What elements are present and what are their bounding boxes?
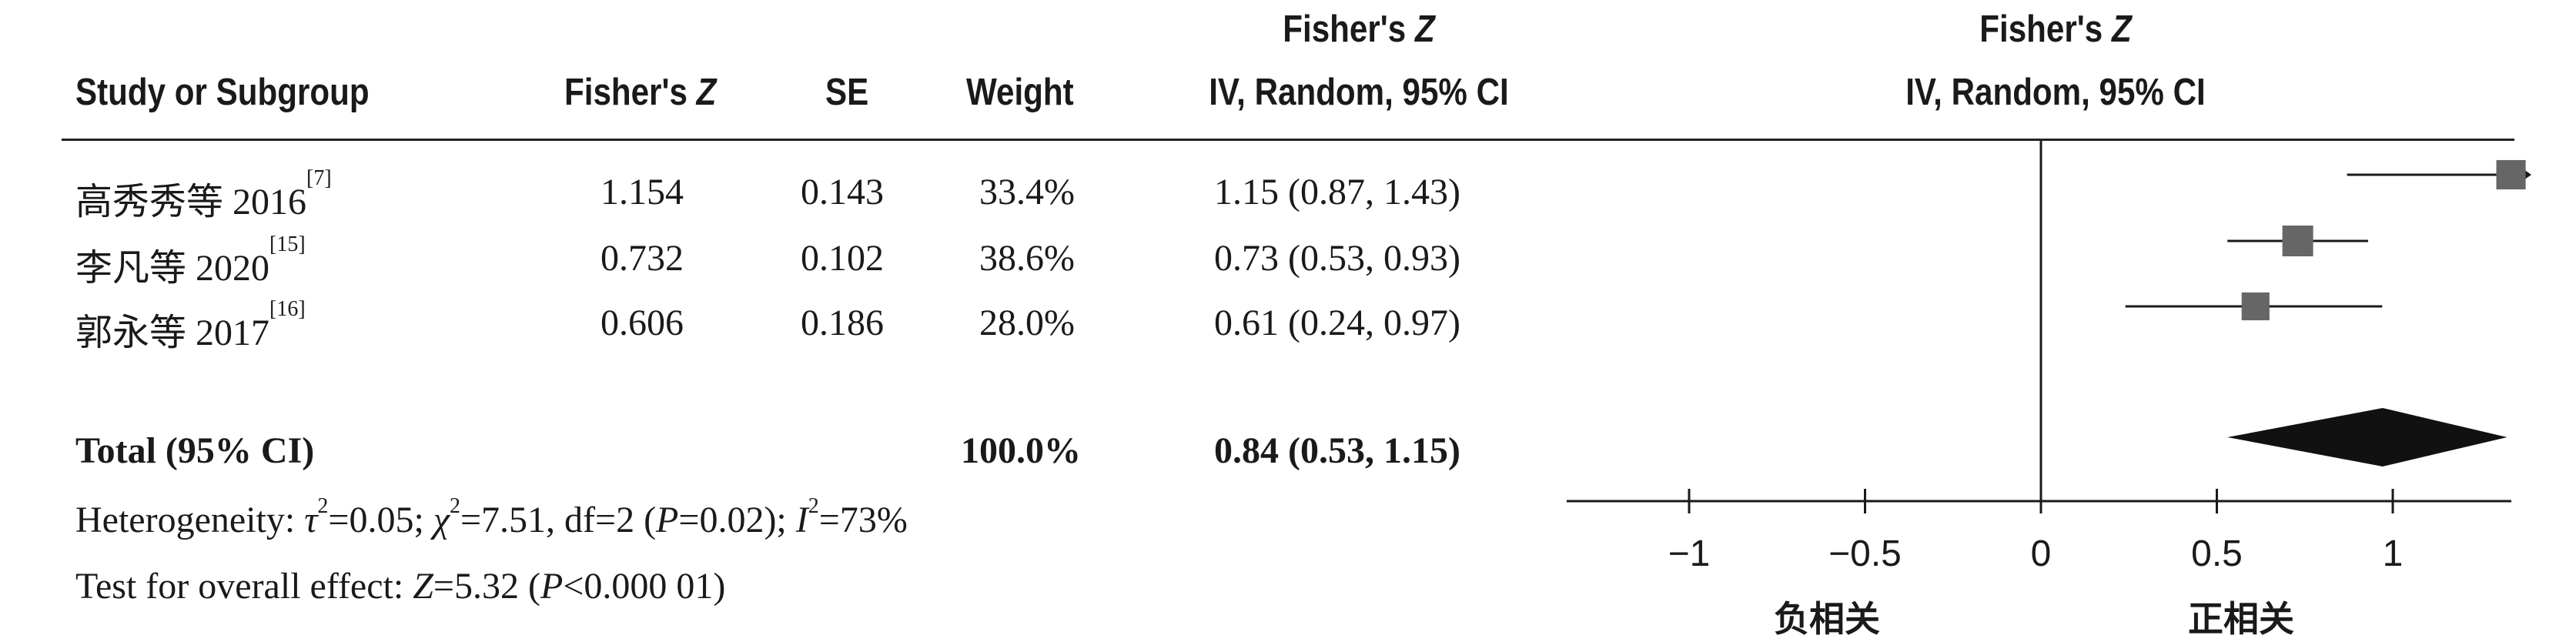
het-chi-sup: 2 — [449, 494, 460, 518]
x-axis-tick-label: −1 — [1668, 533, 1711, 574]
study-z-2: 0.732 — [601, 238, 684, 279]
study-ci-3: 0.61 (0.24, 0.97) — [1214, 303, 1460, 343]
study-name-2-text: 李凡等 2020 — [75, 248, 270, 289]
pooled-estimate-diamond — [2227, 408, 2507, 466]
study-weight-2: 38.6% — [979, 238, 1075, 279]
study-ref-1: [7] — [306, 166, 332, 190]
het-chi-val: =7.51, df=2 ( — [460, 500, 657, 540]
het-i: I — [795, 500, 808, 540]
overall-z: Z — [413, 566, 433, 607]
heterogeneity-text: Heterogeneity: τ2=0.05; χ2=7.51, df=2 (P… — [75, 494, 908, 541]
header-plot-title-2: IV, Random, 95% CI — [1905, 72, 2206, 113]
het-p: P — [656, 500, 679, 540]
study-se-1: 0.143 — [801, 172, 884, 212]
axis-label-negative: 负相关 — [1774, 598, 1880, 640]
axis-label-positive: 正相关 — [2188, 598, 2294, 640]
study-point-estimate — [2496, 159, 2526, 190]
study-name-3: 郭永等 2017[16] — [75, 297, 306, 356]
study-point-estimate — [2282, 226, 2313, 256]
study-name-1-text: 高秀秀等 2016 — [75, 182, 307, 222]
het-prefix: Heterogeneity: — [75, 500, 305, 540]
het-p-val: =0.02); — [678, 500, 796, 540]
total-ci: 0.84 (0.53, 1.15) — [1214, 430, 1460, 471]
study-z-3: 0.606 — [601, 303, 684, 343]
overall-p: P — [540, 566, 564, 607]
header-ci-title-1: Fisher's Z — [1260, 8, 1458, 51]
study-ref-2: [15] — [269, 232, 306, 256]
study-name-3-text: 郭永等 2017 — [75, 313, 270, 353]
header-study: Study or Subgroup — [75, 72, 370, 113]
study-ci-2: 0.73 (0.53, 0.93) — [1214, 238, 1460, 279]
study-ref-3: [16] — [269, 297, 306, 321]
study-point-estimate — [2241, 292, 2270, 321]
header-fisher-text: Fisher's — [564, 72, 687, 113]
overall-effect-text: Test for overall effect: Z=5.32 (P<0.000… — [75, 565, 725, 607]
x-axis-tick-label: −0.5 — [1828, 533, 1902, 574]
header-fisher-z: Z — [696, 72, 717, 113]
overall-prefix: Test for overall effect: — [75, 566, 413, 607]
x-axis-tick-label: 0 — [2031, 533, 2052, 574]
study-name-2: 李凡等 2020[15] — [75, 232, 306, 291]
study-weight-3: 28.0% — [979, 303, 1075, 343]
study-se-2: 0.102 — [801, 238, 884, 279]
study-weight-1: 33.4% — [979, 172, 1075, 212]
overall-z-val: =5.32 ( — [433, 566, 540, 607]
header-plot-title-1-text: Fisher's — [1979, 8, 2103, 50]
header-rule — [62, 139, 2514, 141]
header-ci-title-2: IV, Random, 95% CI — [1209, 72, 1509, 113]
header-plot-title-1: Fisher's Z — [1956, 8, 2155, 51]
overall-p-val: <0.000 01) — [563, 566, 726, 607]
header-se: SE — [825, 72, 869, 113]
total-label: Total (95% CI) — [75, 430, 315, 471]
het-i-val: =73% — [818, 500, 908, 540]
study-name-1: 高秀秀等 2016[7] — [75, 166, 332, 225]
total-weight: 100.0% — [961, 430, 1081, 471]
header-ci-title-1-text: Fisher's — [1283, 8, 1407, 50]
study-z-1: 1.154 — [601, 172, 684, 212]
header-plot-z: Z — [2111, 8, 2132, 50]
header-weight: Weight — [966, 72, 1074, 113]
study-se-3: 0.186 — [801, 303, 884, 343]
header-fisher: Fisher's Z — [564, 71, 716, 114]
study-ci-1: 1.15 (0.87, 1.43) — [1214, 172, 1460, 212]
het-i-sup: 2 — [808, 494, 819, 518]
het-tau: τ — [304, 500, 318, 540]
header-ci-z: Z — [1414, 8, 1435, 50]
x-axis-tick-label: 0.5 — [2191, 533, 2243, 574]
het-chi: χ — [433, 500, 450, 540]
het-tau-sup: 2 — [317, 494, 329, 518]
het-tau-val: =0.05; — [328, 500, 433, 540]
x-axis-tick-label: 1 — [2383, 533, 2404, 574]
